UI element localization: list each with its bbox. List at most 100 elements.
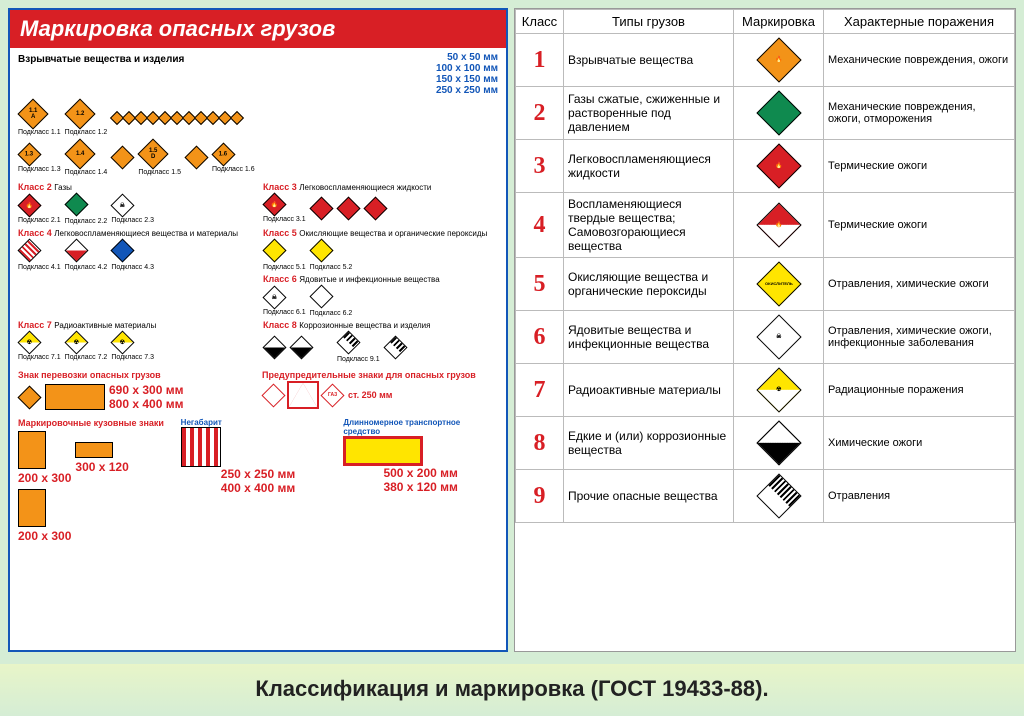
hazard-diamond-icon [756, 473, 801, 518]
hazard-diamond-toxic: ☠ [262, 285, 286, 309]
table-row: 4Воспламеняющиеся твердые вещества; Само… [516, 193, 1015, 258]
hazard-diamond-peroxide [309, 238, 333, 262]
hazard-diamond-flam-solid [17, 238, 41, 262]
hazard-diamond-icon: ☢ [756, 367, 801, 412]
class7-block: Класс 7 Радиоактивные материалы ☢Подклас… [18, 320, 253, 364]
label: Подкласс 3.1 [263, 216, 306, 223]
negabarit-block: Негабарит 250 x 250 мм 400 x 400 мм [181, 418, 336, 495]
table-row: 1Взрывчатые вещества🔥Механические повреж… [516, 34, 1015, 87]
dim-line: 100 x 100 мм [436, 63, 498, 74]
hazard-diamond-infectious [309, 284, 333, 308]
mini-diamond [230, 110, 244, 124]
class-grid: Класс 2 Газы 🔥Подкласс 2.1 Подкласс 2.2 … [18, 182, 498, 364]
orange-plate [75, 442, 113, 458]
warn-sign-block: Предупредительные знаки для опасных груз… [262, 370, 498, 410]
cargo-type: Воспламеняющиеся твердые вещества; Самов… [564, 193, 734, 258]
main-container: Маркировка опасных грузов Взрывчатые вещ… [0, 0, 1024, 652]
size-text: 250 x 250 мм [181, 467, 336, 481]
section-1-header: Взрывчатые вещества и изделия 50 x 50 мм… [18, 52, 498, 96]
class1-row1: 1.1AПодкласс 1.1 1.2Подкласс 1.2 [18, 99, 498, 136]
size-text: 400 x 400 мм [181, 481, 336, 495]
orange-plate [45, 384, 105, 410]
damage-type: Механические повреждения, ожоги [824, 34, 1015, 87]
label: Подкласс 4.3 [111, 264, 154, 271]
label: Подкласс 1.5 [138, 169, 181, 176]
class-label: Класс 6 [263, 274, 297, 284]
class-name: Радиоактивные материалы [54, 321, 156, 330]
hazard-diamond: 1.5D [138, 138, 169, 169]
size-text: 300 x 120 [75, 460, 128, 474]
body-signs-block: Маркировочные кузовные знаки 200 x 300 3… [18, 418, 173, 546]
class-number: 1 [516, 34, 564, 87]
bottom-section: Знак перевозки опасных грузов 690 x 300 … [18, 370, 498, 546]
class-label: Класс 8 [263, 320, 297, 330]
damage-type: Химические ожоги [824, 417, 1015, 470]
stripe-sign [181, 427, 221, 467]
marking-cell: 🔥 [734, 34, 824, 87]
heading: Маркировочные кузовные знаки [18, 418, 173, 428]
dim-line: 250 x 250 мм [436, 85, 498, 96]
label: Подкласс 1.4 [65, 169, 108, 176]
class-label: Класс 7 [18, 320, 52, 330]
marking-cell [734, 417, 824, 470]
class-number: 3 [516, 140, 564, 193]
hazard-diamond [309, 196, 333, 220]
hazard-diamond: 1.3 [17, 142, 41, 166]
col-dmg: Характерные поражения [824, 10, 1015, 34]
hazard-diamond-radioactive: ☢ [111, 330, 135, 354]
size-text: 690 x 300 мм [109, 383, 183, 397]
hazard-diamond-flammable-gas: 🔥 [17, 193, 41, 217]
table-row: 5Окисляющие вещества и органические перо… [516, 258, 1015, 311]
hazard-diamond-icon [756, 90, 801, 135]
hazard-diamond-misc [383, 335, 407, 359]
orange-plate [18, 431, 46, 469]
cargo-type: Газы сжатые, сжиженные и растворенные по… [564, 87, 734, 140]
label: Подкласс 5.2 [310, 264, 353, 271]
marking-cell: 🔥 [734, 193, 824, 258]
label: Подкласс 7.3 [111, 354, 154, 361]
hazard-diamond-flammable-liquid: 🔥 [262, 192, 286, 216]
label: Подкласс 7.1 [18, 354, 61, 361]
dims-list: 50 x 50 мм 100 x 100 мм 150 x 150 мм 250… [436, 52, 498, 96]
label: Подкласс 4.2 [65, 264, 108, 271]
class3-block: Класс 3 Легковоспламеняющиеся жидкости 🔥… [263, 182, 498, 226]
class-number: 6 [516, 311, 564, 364]
hazard-diamond [111, 145, 135, 169]
hazard-diamond: 1.6 [211, 142, 235, 166]
size-text: 500 x 200 мм [343, 466, 498, 480]
label: Подкласс 4.1 [18, 264, 61, 271]
hazard-diamond [363, 196, 387, 220]
label: Подкласс 7.2 [65, 354, 108, 361]
table-row: 7Радиоактивные материалы☢Радиационные по… [516, 364, 1015, 417]
damage-type: Механические повреждения, ожоги, отморож… [824, 87, 1015, 140]
damage-type: Отравления [824, 470, 1015, 523]
hazard-diamond [336, 196, 360, 220]
size-text: 380 x 120 мм [343, 480, 498, 494]
table-row: 6Ядовитые вещества и инфекционные вещест… [516, 311, 1015, 364]
class4-block: Класс 4 Легковоспламеняющиеся вещества и… [18, 228, 253, 272]
hazard-diamond-icon: 🔥 [756, 202, 801, 247]
marking-cell: 🔥 [734, 140, 824, 193]
classification-table: Класс Типы грузов Маркировка Характерные… [515, 9, 1015, 523]
right-panel: Класс Типы грузов Маркировка Характерные… [514, 8, 1016, 652]
label: Подкласс 1.3 [18, 166, 61, 173]
heading: Знак перевозки опасных грузов [18, 370, 254, 380]
sec1-title: Взрывчатые вещества и изделия [18, 54, 184, 65]
label: Подкласс 6.2 [310, 310, 353, 317]
hazard-diamond [17, 385, 41, 409]
hazard-diamond-icon: ОКИСЛИТЕЛЬ [756, 261, 801, 306]
table-row: 9Прочие опасные веществаОтравления [516, 470, 1015, 523]
left-panel: Маркировка опасных грузов Взрывчатые вещ… [8, 8, 508, 652]
class-label: Класс 3 [263, 182, 297, 192]
col-mark: Маркировка [734, 10, 824, 34]
cargo-type: Прочие опасные вещества [564, 470, 734, 523]
dim-line: 150 x 150 мм [436, 74, 498, 85]
table-row: 8Едкие и (или) коррозионные веществаХими… [516, 417, 1015, 470]
class1-row2: 1.3Подкласс 1.3 1.4Подкласс 1.4 1.5DПодк… [18, 139, 498, 176]
class-label: Класс 4 [18, 228, 52, 238]
cargo-type: Ядовитые вещества и инфекционные веществ… [564, 311, 734, 364]
class2-block: Класс 2 Газы 🔥Подкласс 2.1 Подкласс 2.2 … [18, 182, 253, 226]
label: Подкласс 2.1 [18, 217, 61, 224]
cargo-type: Взрывчатые вещества [564, 34, 734, 87]
hazard-diamond [184, 145, 208, 169]
